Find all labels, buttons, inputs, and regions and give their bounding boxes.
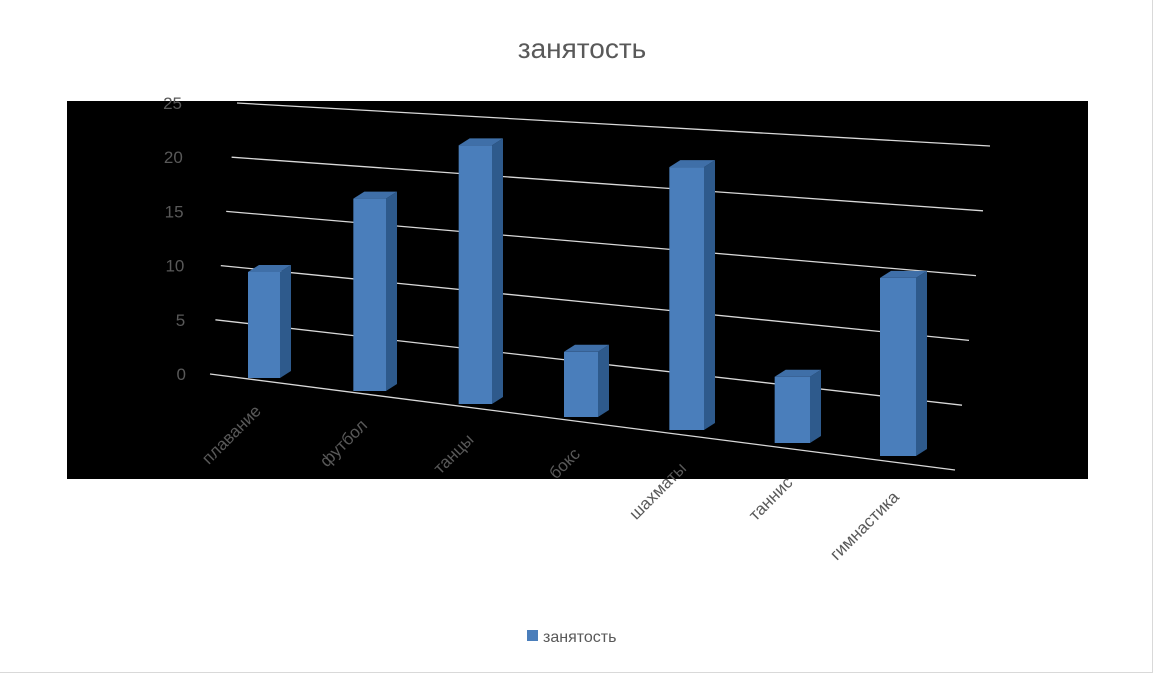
bar-top (564, 344, 609, 352)
y-tick-label: 15 (165, 202, 184, 221)
bar-top (880, 270, 927, 278)
bar-side (492, 138, 503, 405)
bar (669, 160, 715, 430)
y-tick-label: 10 (165, 257, 184, 276)
bars (248, 138, 927, 456)
bar (248, 265, 291, 378)
bar-front (880, 277, 916, 456)
bar-top (669, 160, 715, 168)
plot-background (67, 101, 1088, 479)
x-tick-label: таннис (745, 473, 797, 525)
bar (880, 270, 927, 456)
gridline (236, 102, 991, 147)
bar (774, 369, 821, 443)
bar (353, 191, 397, 391)
bar-top (248, 265, 291, 272)
bar-side (280, 265, 291, 378)
legend-label: занятость (543, 629, 616, 646)
bar-front (458, 145, 492, 405)
bar-front (564, 351, 598, 417)
chart-title: занятость (518, 33, 647, 64)
gridline (220, 264, 970, 342)
y-tick-label: 0 (177, 365, 186, 384)
gridline (231, 156, 984, 212)
bar-front (353, 198, 386, 391)
bar-top (458, 138, 503, 146)
bar-side (704, 160, 715, 430)
y-tick-label: 20 (164, 148, 183, 167)
x-tick-label: гимнастика (826, 487, 903, 564)
bar-side (386, 191, 397, 391)
y-tick-label: 25 (163, 94, 182, 113)
y-tick-label: 5 (176, 311, 185, 330)
bar-top (353, 191, 397, 199)
bar (458, 138, 503, 405)
gridline (209, 373, 956, 471)
gridlines (209, 102, 991, 471)
bar-front (774, 376, 810, 443)
y-axis-ticks: 0 5 10 15 20 25 (163, 94, 186, 384)
bar-top (774, 369, 821, 377)
bar-front (669, 167, 704, 430)
bar-front (248, 272, 280, 378)
bar-side (810, 369, 821, 443)
bar (564, 344, 609, 417)
bar-side (916, 270, 927, 456)
bar-side (598, 344, 609, 417)
gridline (226, 210, 977, 277)
legend-swatch (527, 630, 538, 641)
